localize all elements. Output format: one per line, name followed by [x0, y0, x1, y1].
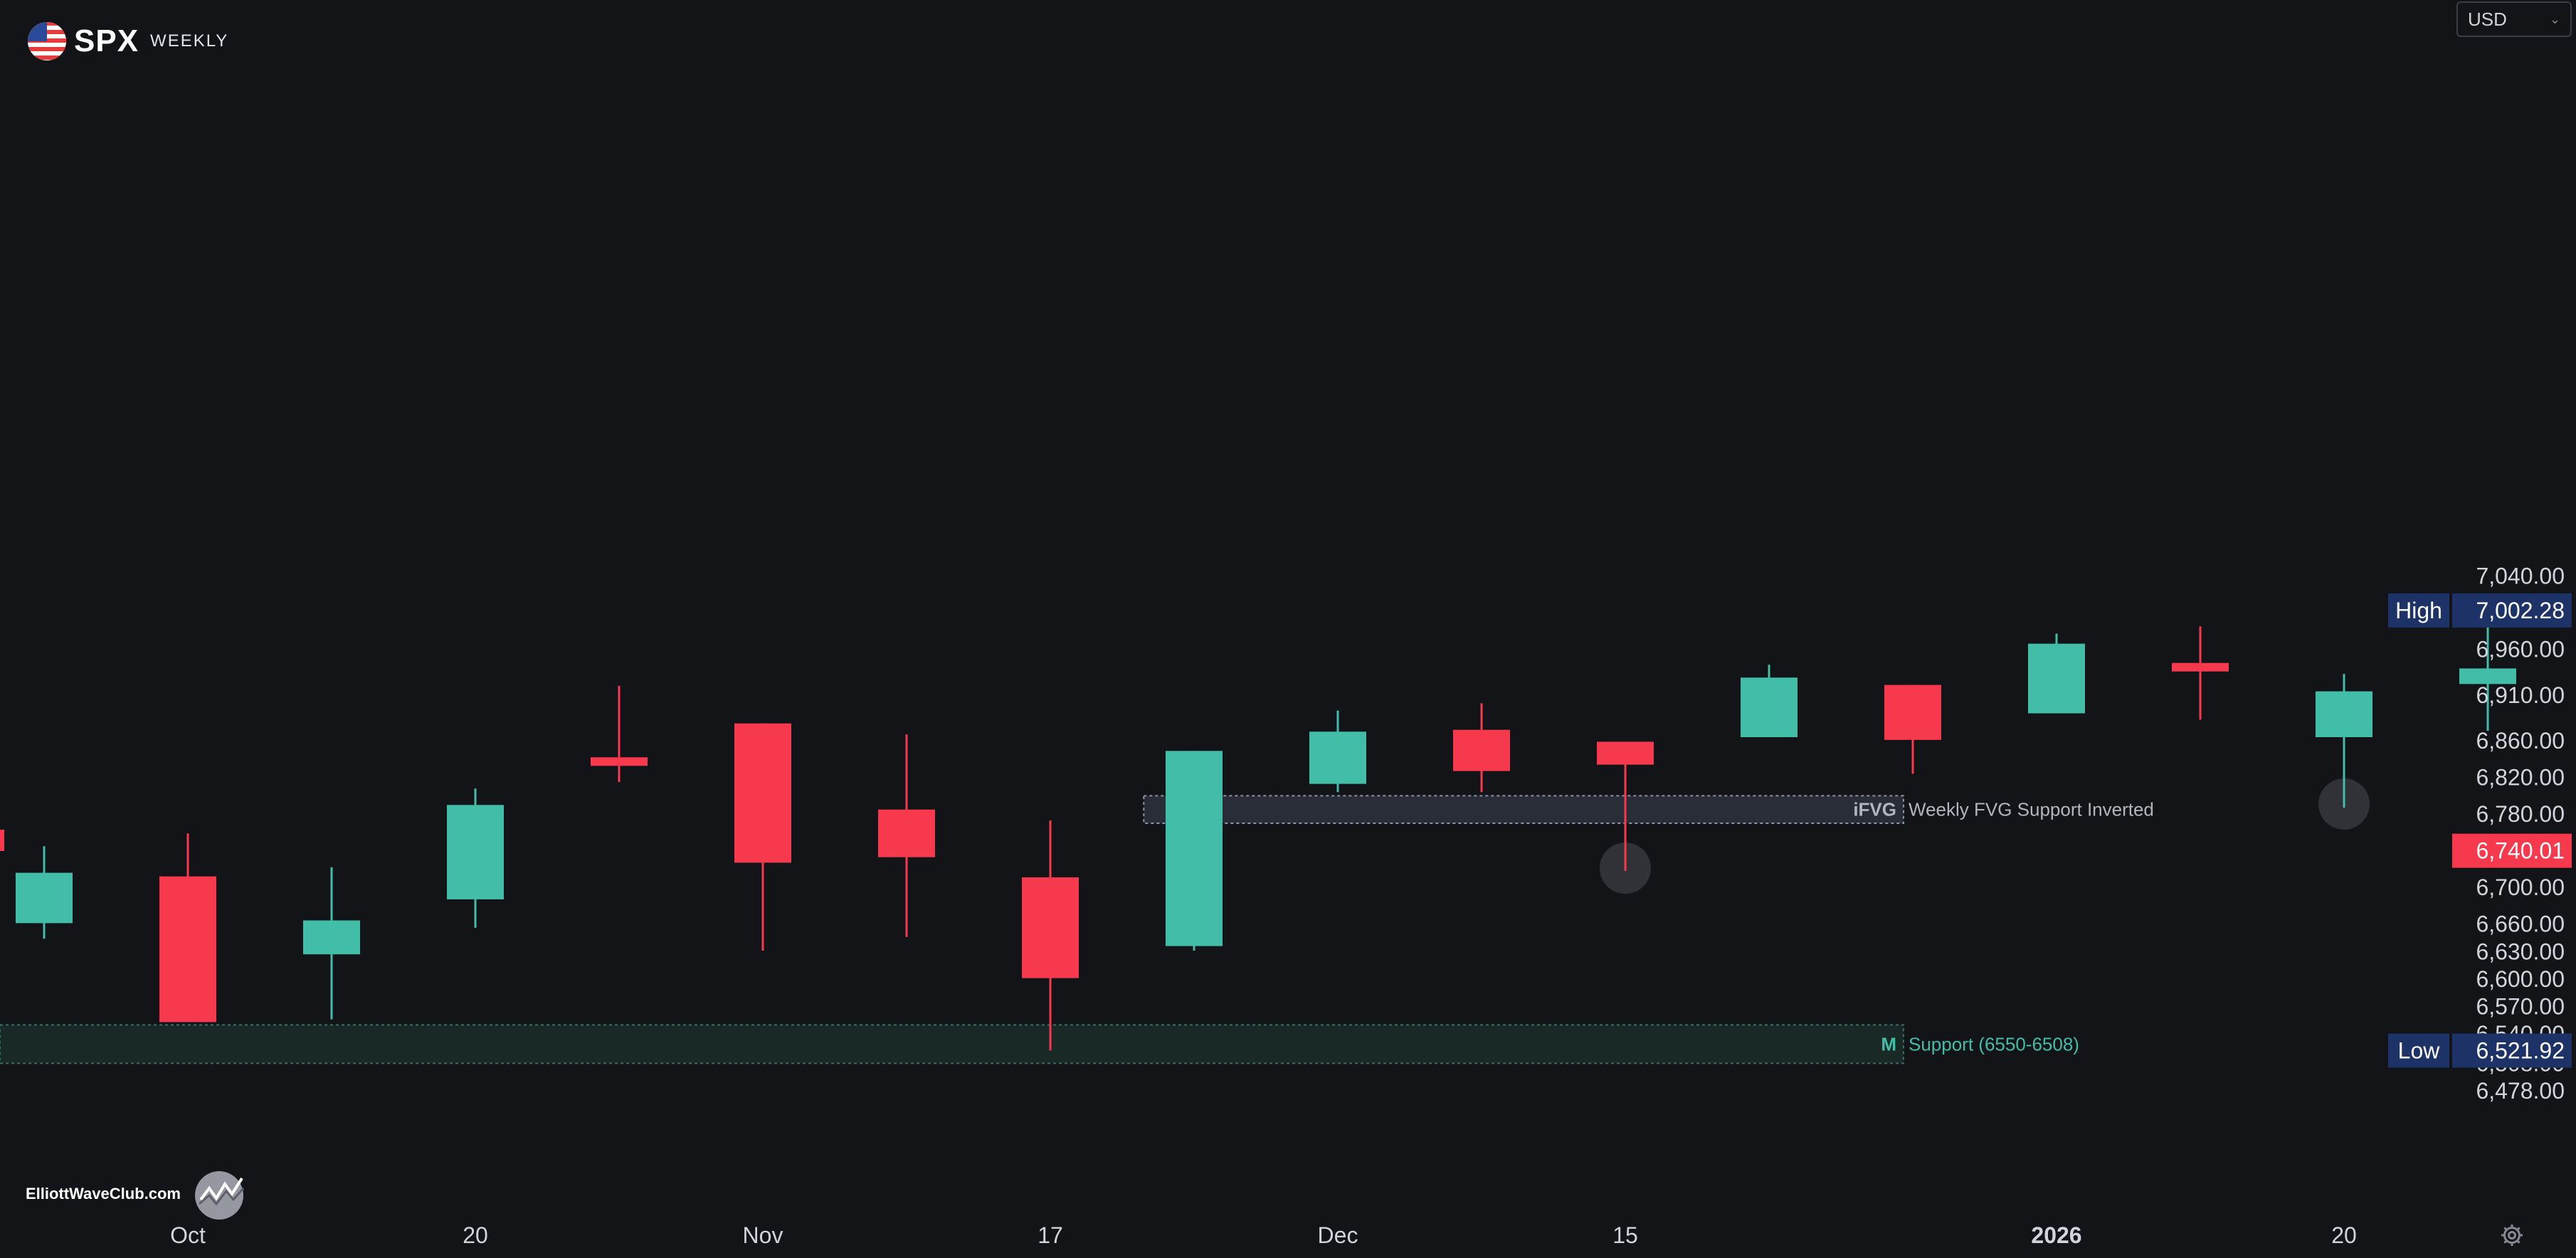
- zone-label: Weekly FVG Support Inverted: [1909, 799, 2154, 820]
- price-label-value: 7,002.28: [2476, 598, 2565, 623]
- price-label-value: 6,740.01: [2476, 838, 2565, 864]
- chevron-down-icon: ⌄: [2549, 11, 2560, 26]
- zone-fvg: [1143, 795, 1904, 825]
- branding: ElliottWaveClub.com: [26, 1167, 246, 1221]
- candle-bull: [1166, 751, 1223, 946]
- price-tag-box: [2388, 593, 2449, 628]
- zone-tag: iFVG: [1853, 799, 1896, 820]
- zone-tag: M: [1881, 1033, 1896, 1054]
- candle-bear: [0, 830, 4, 851]
- currency-value: USD: [2468, 8, 2507, 30]
- candle-bull: [2028, 643, 2085, 714]
- price-tag-box: [2388, 1033, 2449, 1068]
- x-tick-label: 15: [1612, 1222, 1638, 1248]
- candle-bear: [878, 809, 935, 857]
- x-tick-label: Dec: [1318, 1222, 1358, 1248]
- candle-bull: [1309, 731, 1366, 784]
- y-tick-label: 6,600.00: [2476, 966, 2565, 992]
- price-label-box: [2452, 593, 2572, 628]
- candle-bear: [734, 723, 791, 863]
- candle-bear: [159, 876, 216, 1022]
- x-tick-label: 20: [2331, 1222, 2357, 1248]
- price-tag-label: Low: [2398, 1038, 2441, 1064]
- candle-bear: [591, 757, 648, 766]
- zone-support: [0, 1024, 1904, 1064]
- candle-bull: [1741, 677, 1798, 738]
- y-tick-label: 6,910.00: [2476, 682, 2565, 708]
- price-label-box: [2452, 833, 2572, 868]
- candle-bull: [16, 872, 73, 924]
- price-tag-label: High: [2395, 598, 2442, 623]
- candle-bull: [2459, 668, 2516, 684]
- candle-bear: [2172, 662, 2229, 672]
- candle-bull: [303, 920, 360, 955]
- y-tick-label: 6,478.00: [2476, 1078, 2565, 1104]
- candle-bear: [1884, 684, 1941, 740]
- candle-bull: [447, 805, 504, 899]
- y-tick-label: 6,700.00: [2476, 874, 2565, 900]
- y-tick-label: 6,960.00: [2476, 636, 2565, 662]
- chart-header: SPX WEEKLY: [27, 21, 228, 61]
- y-tick-label: 6,820.00: [2476, 765, 2565, 791]
- y-tick-label: 6,860.00: [2476, 728, 2565, 754]
- x-tick-label: Oct: [170, 1222, 206, 1248]
- symbol-label[interactable]: SPX: [74, 23, 139, 58]
- y-tick-label: 7,040.00: [2476, 563, 2565, 588]
- candle-bear: [1453, 729, 1510, 771]
- price-label-box: [2452, 1033, 2572, 1068]
- timeframe-label[interactable]: WEEKLY: [150, 31, 229, 51]
- candle-bull: [2316, 691, 2372, 738]
- x-tick-label: Nov: [743, 1222, 783, 1248]
- x-tick-label: 20: [463, 1222, 488, 1248]
- y-tick-label: 6,780.00: [2476, 801, 2565, 827]
- y-tick-label: 6,570.00: [2476, 994, 2565, 1020]
- y-tick-label: 6,660.00: [2476, 911, 2565, 937]
- price-label-value: 6,521.92: [2476, 1038, 2565, 1064]
- wave-logo-icon: [194, 1171, 245, 1220]
- currency-select[interactable]: USD ⌄: [2456, 1, 2572, 37]
- gear-icon[interactable]: [2499, 1222, 2525, 1248]
- candle-bear: [1022, 877, 1079, 978]
- site-credit: ElliottWaveClub.com: [26, 1185, 181, 1202]
- zone-label: Support (6550-6508): [1909, 1033, 2079, 1054]
- x-tick-label: 17: [1038, 1222, 1063, 1248]
- y-tick-label: 6,630.00: [2476, 939, 2565, 964]
- candle-bear: [1597, 741, 1654, 765]
- us-flag-icon: [28, 22, 66, 60]
- x-tick-label: 2026: [2031, 1222, 2081, 1248]
